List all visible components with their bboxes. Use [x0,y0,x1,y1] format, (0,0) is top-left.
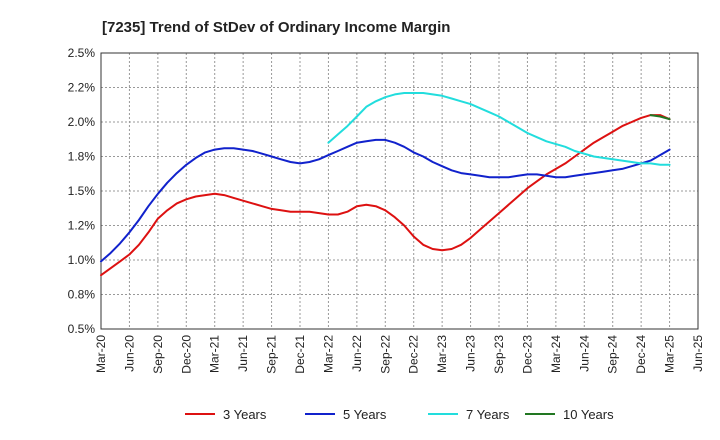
series-line-5-years [100,138,671,263]
x-tick-label: Jun-22 [350,335,364,372]
series-line-3-years [100,114,671,277]
legend-label: 3 Years [223,407,267,422]
x-tick-label: Sep-20 [151,335,165,374]
x-tick-label: Dec-22 [407,335,421,374]
x-tick-label: Mar-23 [435,335,449,373]
y-tick-label: 0.8% [68,288,96,302]
y-tick-label: 2.5% [68,46,96,60]
x-tick-label: Jun-20 [122,335,136,372]
x-tick-label: Mar-24 [549,335,563,373]
x-tick-label: Dec-20 [179,335,193,374]
x-tick-label: Dec-24 [634,335,648,374]
y-tick-label: 1.5% [68,184,96,198]
x-tick-label: Dec-23 [520,335,534,374]
x-tick-label: Jun-25 [691,335,705,372]
y-tick-label: 1.2% [68,219,96,233]
plot-area [100,52,699,330]
y-tick-label: 1.8% [68,150,96,164]
x-tick-label: Sep-21 [265,335,279,374]
legend-label: 5 Years [343,407,387,422]
y-tick-label: 2.0% [68,115,96,129]
x-tick-label: Mar-20 [94,335,108,373]
legend-label: 10 Years [563,407,614,422]
x-tick-label: Dec-21 [293,335,307,374]
x-tick-label: Sep-24 [606,335,620,374]
x-axis: Mar-20 Jun-20 Sep-20 Dec-20 Mar-21 Jun-21 Sep-… [94,335,705,374]
chart-title: [7235] Trend of StDev of Ordinary Income… [102,19,450,36]
y-axis: 0.5% 0.8% 1.0% 1.2% 1.5% 1.8% 2.0% 2.2% 2.5% [68,46,96,336]
legend-label: 7 Years [466,407,510,422]
x-tick-label: Jun-23 [464,335,478,372]
y-tick-label: 1.0% [68,253,96,267]
legend: 3 Years 5 Years 7 Years 10 Years [185,407,614,422]
x-tick-label: Mar-25 [663,335,677,373]
grid-lines [101,53,698,329]
x-tick-label: Jun-24 [577,335,591,372]
series-line-10-years [649,114,671,121]
x-tick-label: Jun-21 [236,335,250,372]
y-tick-label: 0.5% [68,322,96,336]
x-tick-label: Mar-22 [321,335,335,373]
series-line-7-years [327,92,671,166]
y-tick-label: 2.2% [68,81,96,95]
x-tick-label: Sep-22 [378,335,392,374]
series-lines [100,92,671,277]
x-tick-label: Sep-23 [492,335,506,374]
x-tick-label: Mar-21 [208,335,222,373]
